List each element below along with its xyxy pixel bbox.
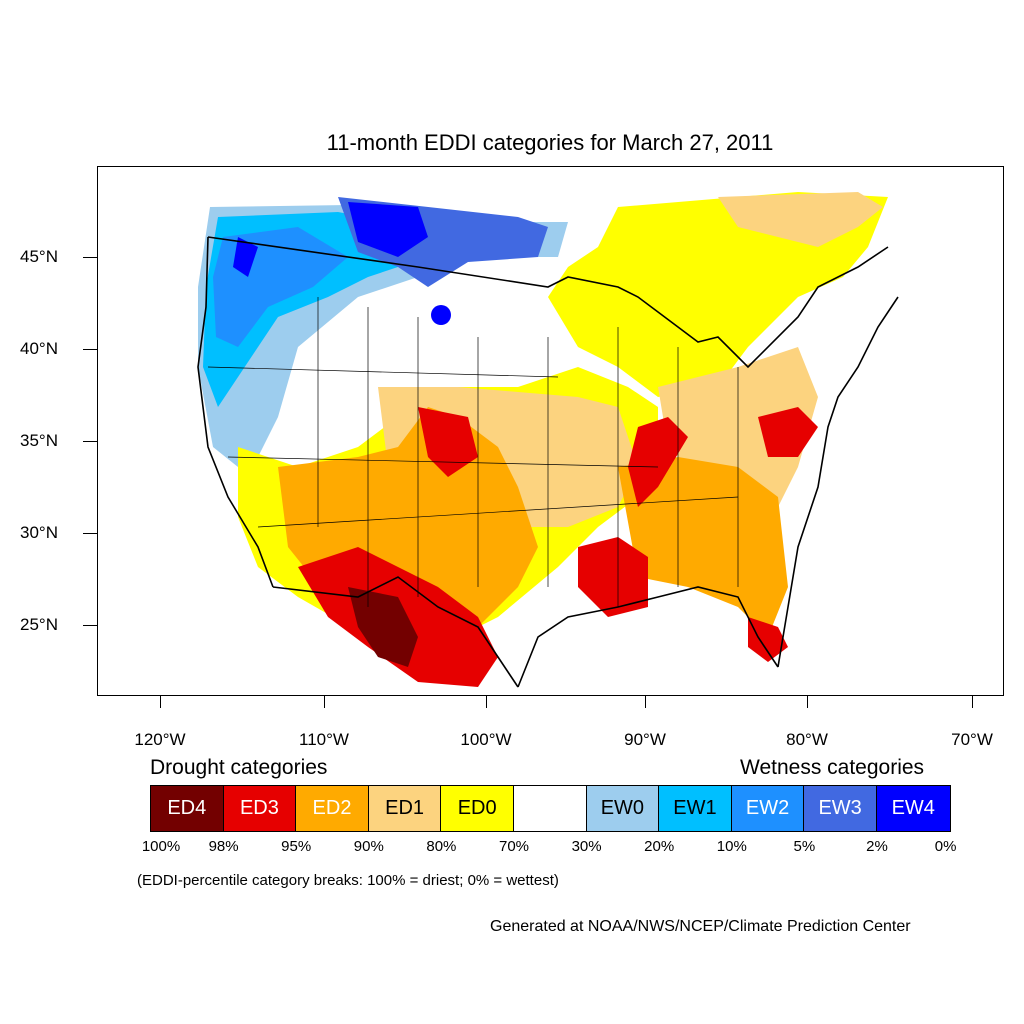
east-coast (777, 296, 899, 668)
dry-region-ed3-florida (748, 617, 788, 662)
lat-tick-45 (83, 257, 97, 258)
legend-box-ed3: ED3 (223, 786, 297, 831)
credit-line: Generated at NOAA/NWS/NCEP/Climate Predi… (490, 918, 911, 935)
wet-spot-ew4 (431, 305, 451, 325)
lat-tick-40 (83, 349, 97, 350)
percentile-label: 80% (426, 838, 457, 855)
lon-tick-100 (486, 696, 487, 708)
legend-box-ew0: EW0 (586, 786, 660, 831)
lat-label-45: 45°N (20, 247, 58, 266)
drought-heading: Drought categories (150, 756, 328, 779)
map-panel (97, 166, 1004, 696)
percentile-label: 95% (281, 838, 312, 855)
legend-box-ew4: EW4 (876, 786, 950, 831)
eddi-map (196, 192, 899, 692)
percentile-label: 5% (793, 838, 816, 855)
dry-region-ed3-mississippi-valley (628, 417, 688, 507)
lat-tick-25 (83, 625, 97, 626)
legend-color-bar: ED4 ED3 ED2 ED1 ED0 EW0 EW1 EW2 EW3 EW4 (150, 785, 951, 832)
dry-region-ed3-virginia (758, 407, 818, 457)
lon-label-70: 70°W (951, 730, 993, 749)
percentile-label: 20% (644, 838, 675, 855)
wet-region-ew4-montana (348, 202, 428, 257)
dry-region-ed3-louisiana (578, 537, 648, 617)
percentile-label: 0% (934, 838, 957, 855)
percentile-label: 98% (208, 838, 239, 855)
legend-box-ed2: ED2 (296, 786, 369, 831)
dry-region-ed3-colorado (418, 407, 478, 477)
lon-label-120: 120°W (134, 730, 186, 749)
percentile-label: 2% (866, 838, 888, 855)
lon-label-110: 110°W (299, 730, 349, 749)
legend-box-ew3: EW3 (804, 786, 877, 831)
category-note: (EDDI-percentile category breaks: 100% =… (137, 872, 559, 889)
lon-tick-110 (324, 696, 325, 708)
canada-border (207, 236, 889, 369)
lon-tick-70 (972, 696, 973, 708)
percentile-label: 70% (498, 838, 530, 855)
mexico-border (272, 576, 519, 688)
lon-tick-90 (645, 696, 646, 708)
legend-box-ed4: ED4 (151, 786, 224, 831)
map-title: 11-month EDDI categories for March 27, 2… (326, 130, 774, 155)
lat-label-40: 40°N (20, 339, 58, 358)
lon-label-100: 100°W (460, 730, 512, 749)
wet-region-ew4-coast (233, 237, 258, 277)
lon-label-90: 90°W (624, 730, 666, 749)
legend-box-ed0: ED0 (441, 786, 514, 831)
percentile-label: 10% (716, 838, 747, 855)
lat-label-25: 25°N (20, 615, 58, 634)
dry-region-ed4-southwest (348, 587, 418, 667)
lon-tick-120 (160, 696, 161, 708)
state-lines (207, 297, 739, 607)
percentile-label: 30% (571, 838, 602, 855)
legend-box-ew2: EW2 (731, 786, 805, 831)
gulf-coast (517, 586, 779, 688)
lat-label-35: 35°N (20, 431, 58, 450)
wetness-heading: Wetness categories (740, 756, 925, 779)
legend-box-ed1: ED1 (368, 786, 442, 831)
lon-label-80: 80°W (786, 730, 828, 749)
dry-region-ed1-northeast (718, 192, 883, 247)
lat-tick-30 (83, 533, 97, 534)
percentile-label: 100% (141, 838, 181, 855)
percentile-label: 90% (353, 838, 384, 855)
lat-label-30: 30°N (20, 523, 58, 542)
west-coast (197, 236, 274, 588)
lat-tick-35 (83, 441, 97, 442)
legend-box-neutral (513, 786, 587, 831)
lon-tick-80 (807, 696, 808, 708)
legend-box-ew1: EW1 (659, 786, 732, 831)
boundaries (197, 236, 899, 688)
